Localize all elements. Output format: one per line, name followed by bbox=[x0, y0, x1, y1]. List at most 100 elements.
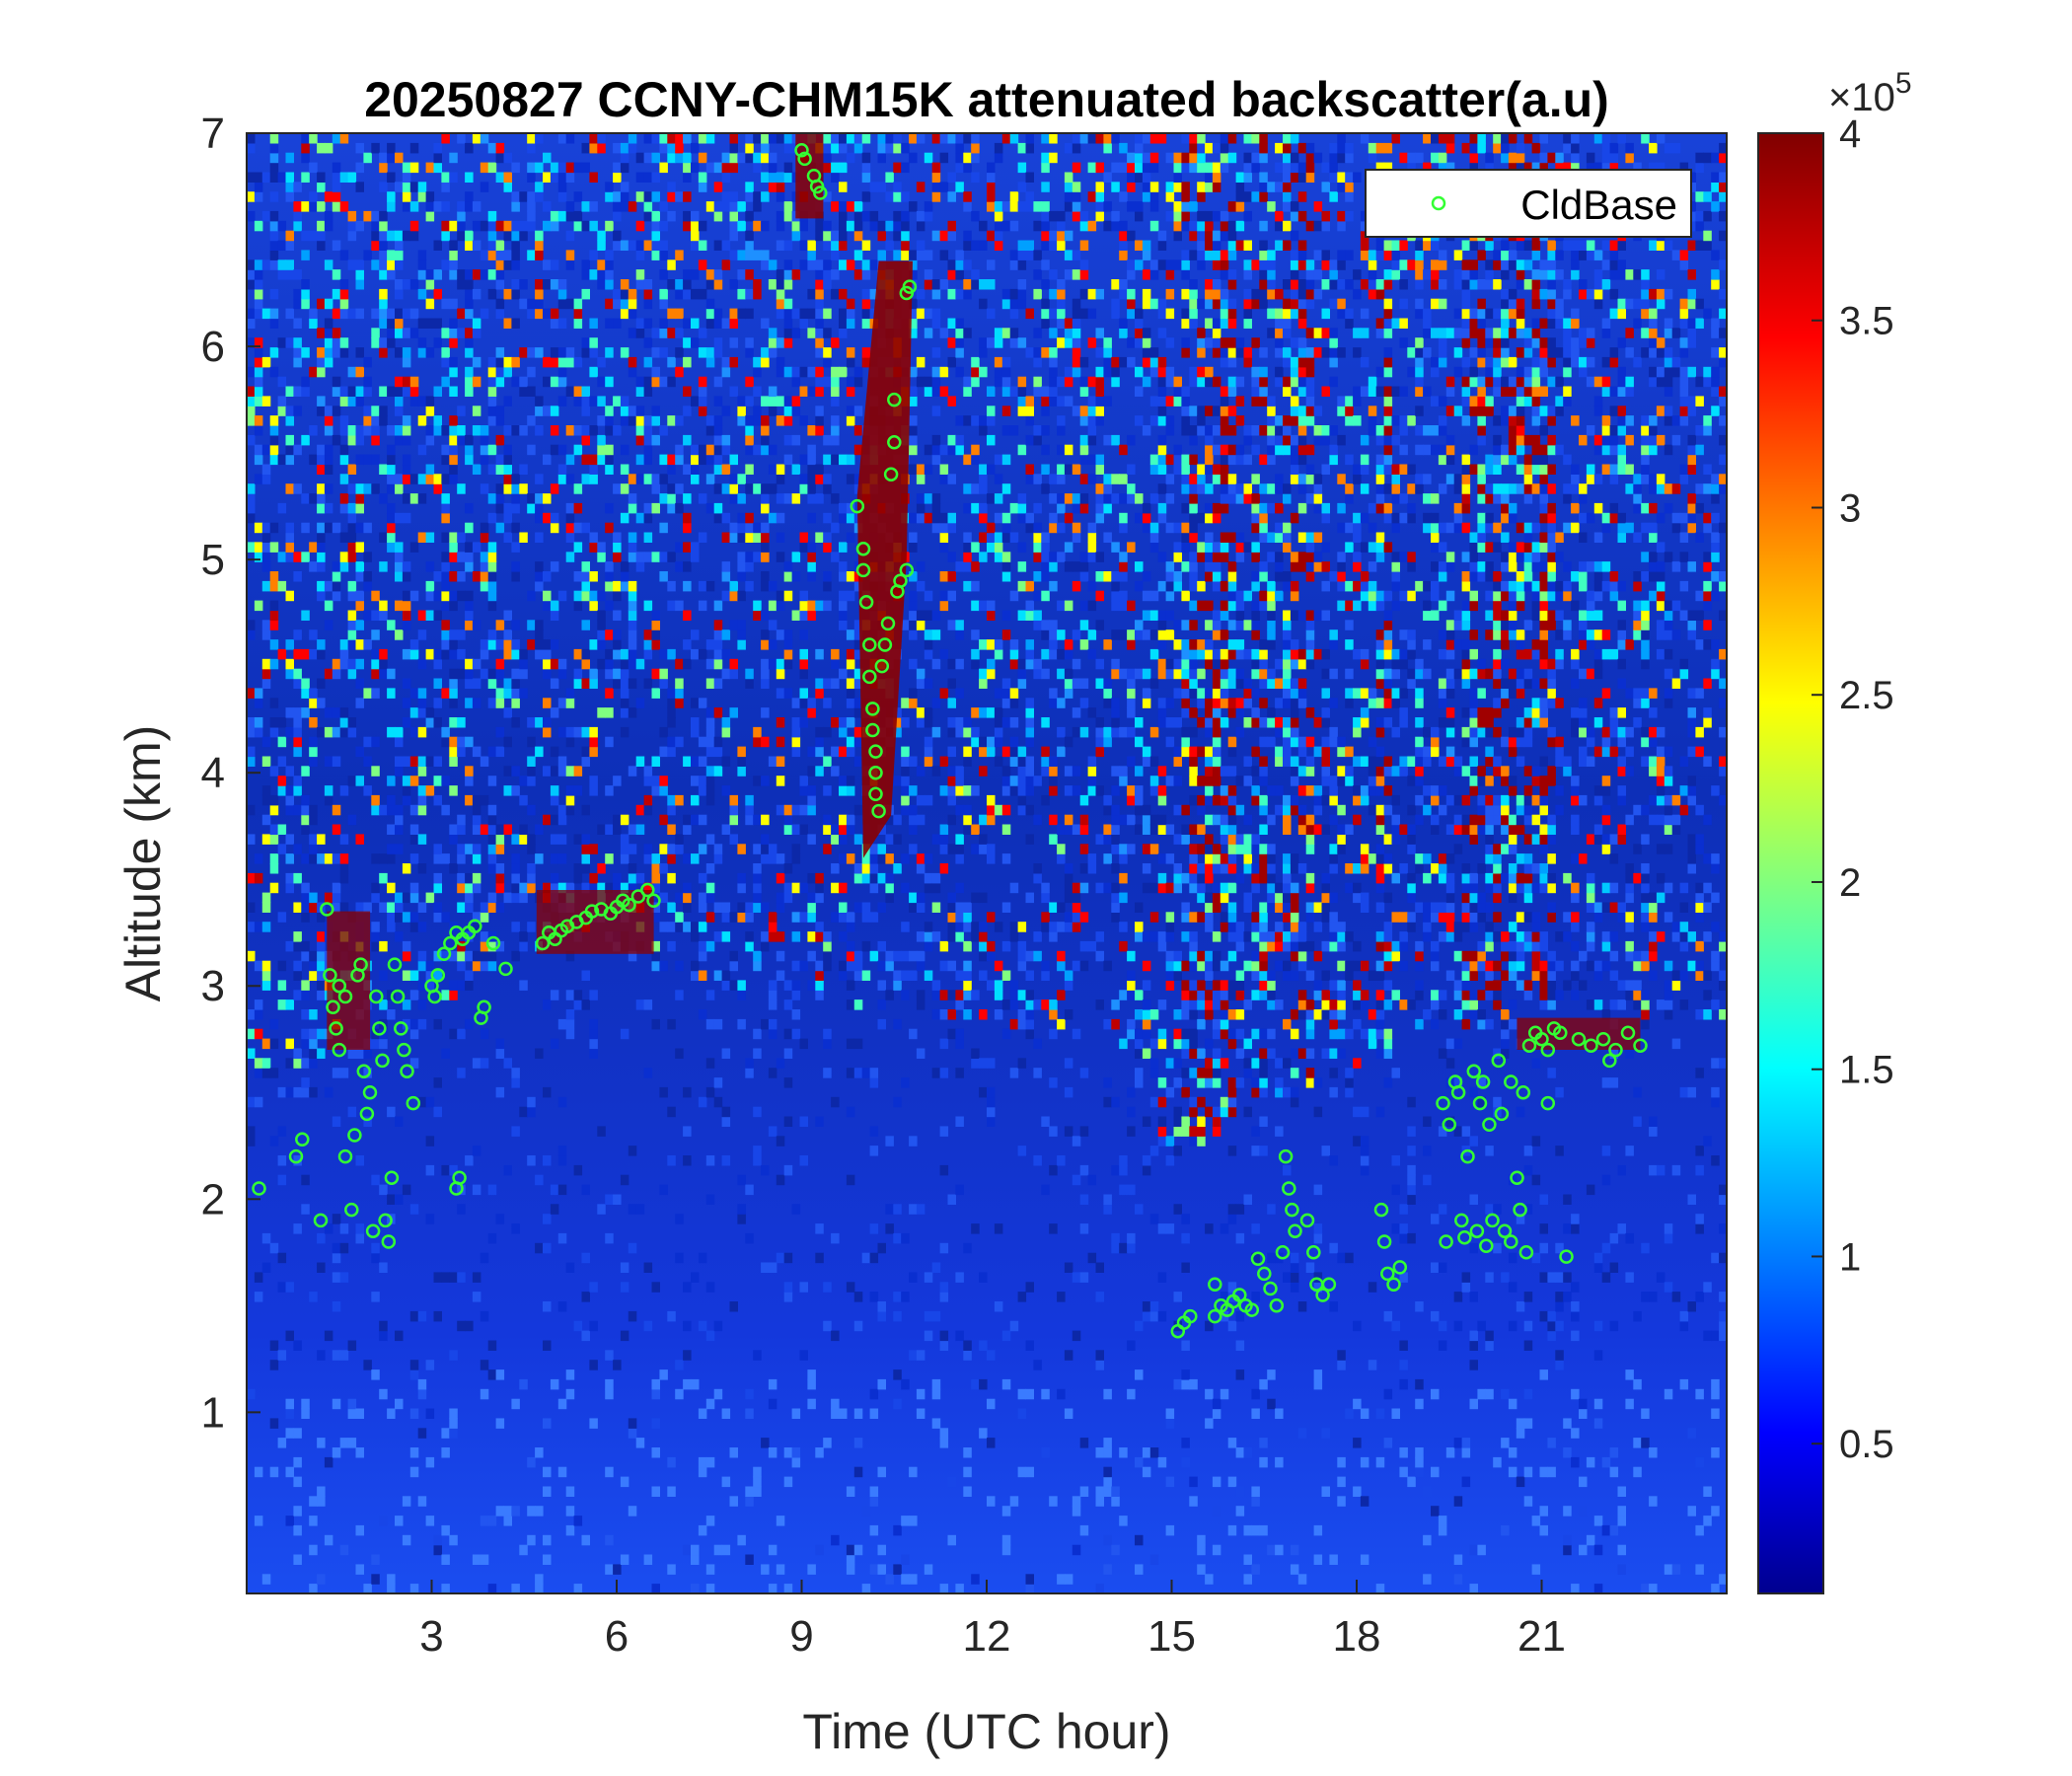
cloud-base-point bbox=[356, 1064, 372, 1078]
cloud-base-point bbox=[337, 1148, 353, 1164]
cloud-base-point bbox=[640, 882, 655, 898]
x-tick-label: 9 bbox=[789, 1612, 813, 1661]
cloud-base-point bbox=[1288, 1223, 1302, 1238]
cloud-base-point bbox=[362, 1085, 378, 1100]
cloud-base-point bbox=[1183, 1308, 1198, 1324]
cloud-base-point bbox=[1559, 1249, 1574, 1264]
cloud-base-point bbox=[1250, 1251, 1266, 1267]
cloud-base-point bbox=[865, 722, 880, 738]
colorbar-multiplier-exponent: 5 bbox=[1895, 67, 1912, 100]
cloud-base-point bbox=[295, 1132, 310, 1147]
cloud-base-point bbox=[1244, 1302, 1260, 1317]
cloud-base-point bbox=[862, 669, 877, 685]
cloud-base-point bbox=[1620, 1025, 1636, 1041]
cloud-base-point bbox=[630, 889, 646, 904]
cloud-base-point bbox=[855, 562, 871, 578]
y-tick-label: 4 bbox=[201, 749, 225, 797]
cloud-base-point bbox=[1584, 1038, 1598, 1053]
cloud-base-point bbox=[1633, 1038, 1648, 1053]
cloud-base-point bbox=[1466, 1064, 1482, 1078]
cloud-base-point bbox=[313, 1213, 329, 1228]
cloud-base-point bbox=[288, 1148, 304, 1164]
cloud-base-point bbox=[1460, 1148, 1475, 1164]
cloud-base-point bbox=[384, 1170, 400, 1185]
cloud-base-point bbox=[865, 702, 880, 716]
cloud-base-point bbox=[372, 1021, 387, 1036]
cirrus-cloud-band bbox=[856, 260, 913, 858]
cloud-base-point bbox=[1516, 1085, 1531, 1100]
cloud-base-point bbox=[868, 744, 883, 759]
cloud-base-point bbox=[1521, 1038, 1537, 1053]
cloud-base-point bbox=[1504, 1074, 1518, 1089]
cloud-base-point bbox=[1553, 1025, 1568, 1041]
colorbar-multiplier-base: ×10 bbox=[1828, 76, 1895, 119]
cloud-base-point bbox=[1208, 1308, 1222, 1324]
cloud-base-point bbox=[498, 961, 513, 977]
y-axis-ticks: 1 2 3 4 5 6 7 bbox=[201, 110, 260, 1437]
cloud-base-point bbox=[347, 1128, 362, 1143]
cloud-base-point bbox=[1232, 1288, 1247, 1302]
x-tick-label: 12 bbox=[963, 1612, 1011, 1661]
colorbar-multiplier: ×105 bbox=[1828, 67, 1912, 119]
cloud-base-point bbox=[1518, 1245, 1534, 1260]
cloud-base-point bbox=[468, 919, 482, 933]
y-tick-label: 3 bbox=[201, 962, 225, 1010]
cloud-base-point bbox=[390, 989, 406, 1004]
cloud-base-point bbox=[394, 1021, 408, 1036]
cloud-base-point bbox=[1436, 1095, 1450, 1111]
cloud-base-point bbox=[1482, 1117, 1497, 1132]
cloud-base-point bbox=[1602, 1053, 1617, 1069]
cloud-base-point bbox=[1442, 1117, 1457, 1132]
cloud-base-point bbox=[337, 989, 353, 1004]
cloud-base-point bbox=[436, 946, 452, 962]
x-tick-label: 3 bbox=[419, 1612, 443, 1661]
y-axis-label: Altitude (km) bbox=[115, 725, 171, 1002]
cloud-base-point bbox=[1439, 1234, 1453, 1249]
y-tick-label: 1 bbox=[201, 1388, 225, 1437]
cloud-base-point bbox=[1321, 1277, 1337, 1292]
x-tick-label: 18 bbox=[1333, 1612, 1381, 1661]
cloud-base-point bbox=[1380, 1266, 1395, 1282]
cloud-base-point bbox=[1278, 1148, 1294, 1164]
cloud-base-point bbox=[1386, 1277, 1401, 1292]
cloud-base-point bbox=[400, 1064, 414, 1078]
cloud-base-point bbox=[1472, 1095, 1488, 1111]
cloud-base-point bbox=[1485, 1213, 1500, 1228]
cloud-base-point bbox=[359, 1106, 375, 1122]
legend-box bbox=[1365, 169, 1692, 238]
colorbar-tick-label: 3.5 bbox=[1839, 300, 1894, 343]
x-axis-ticks: 3 6 9 12 15 18 21 bbox=[419, 1580, 1566, 1661]
cloud-base-point bbox=[1208, 1277, 1222, 1292]
colorbar-tick-label: 4 bbox=[1839, 112, 1861, 156]
cloud-base-point bbox=[858, 595, 874, 610]
cloud-base-point bbox=[1373, 1202, 1389, 1218]
cloud-base-point bbox=[252, 1181, 266, 1196]
cloud-base-point bbox=[1479, 1238, 1494, 1254]
y-tick-label: 6 bbox=[201, 323, 225, 371]
y-tick-label: 7 bbox=[201, 110, 225, 158]
plot-area bbox=[247, 133, 1727, 1593]
cloud-base-point bbox=[902, 279, 918, 294]
cloud-base-point bbox=[1540, 1042, 1556, 1058]
cloud-base-point bbox=[1299, 1213, 1315, 1228]
cloud-base-markers bbox=[252, 143, 1648, 1339]
cloud-base-point bbox=[323, 968, 337, 983]
cloud-base-point bbox=[850, 498, 865, 514]
cloud-base-point bbox=[868, 786, 883, 802]
legend-marker bbox=[1431, 195, 1446, 211]
cloud-base-point bbox=[1497, 1223, 1513, 1238]
cloud-base-point bbox=[1504, 1234, 1518, 1249]
cloud-base-point bbox=[883, 467, 899, 481]
cloud-base-point bbox=[329, 1021, 343, 1036]
cloud-base-point bbox=[381, 1234, 397, 1249]
cloud-base-point bbox=[332, 1042, 347, 1058]
cloud-base-point bbox=[1469, 1223, 1485, 1238]
cloud-base-point bbox=[452, 1170, 467, 1185]
cloud-base-point bbox=[406, 1095, 421, 1111]
colorbar-tick-label: 1 bbox=[1839, 1235, 1861, 1279]
cloud-base-point bbox=[1491, 1053, 1507, 1069]
cloud-base-point bbox=[1608, 1042, 1623, 1058]
cloud-base-point bbox=[887, 435, 902, 450]
cloud-base-point bbox=[1534, 1031, 1549, 1047]
cloud-base-point bbox=[899, 562, 915, 578]
